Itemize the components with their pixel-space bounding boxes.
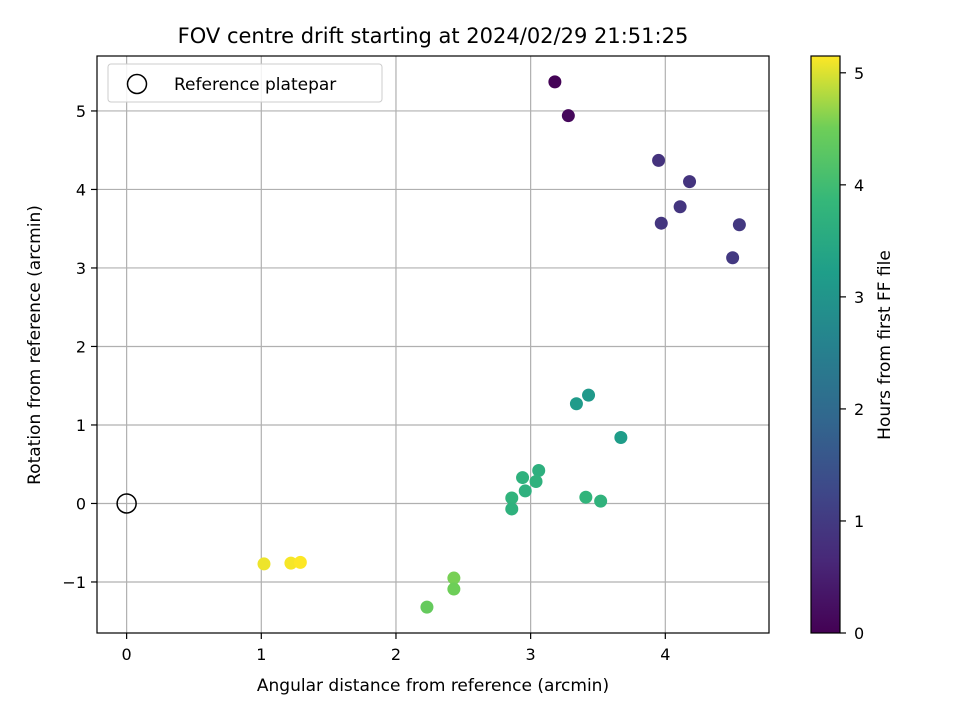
data-point xyxy=(532,463,546,477)
data-point xyxy=(654,216,668,230)
legend-entry-label: Reference platepar xyxy=(174,75,336,95)
data-point xyxy=(516,471,530,485)
reference-platepar-marker xyxy=(116,493,137,514)
data-point xyxy=(518,484,532,498)
colorbar-tick-label: 1 xyxy=(854,512,864,531)
y-axis-label: Rotation from reference (arcmin) xyxy=(25,205,45,485)
data-point xyxy=(732,218,746,232)
data-point xyxy=(293,555,307,569)
legend-marker-icon xyxy=(126,73,148,95)
y-tick-label: 0 xyxy=(76,494,86,513)
data-point xyxy=(420,600,434,614)
colorbar-tick-label: 4 xyxy=(854,176,864,195)
colorbar-tick-label: 2 xyxy=(854,400,864,419)
data-point xyxy=(529,474,543,488)
data-point xyxy=(569,397,583,411)
y-tick-label: −1 xyxy=(62,573,86,592)
data-point xyxy=(673,200,687,214)
x-axis-label: Angular distance from reference (arcmin) xyxy=(257,676,609,696)
plot-frame xyxy=(96,55,770,634)
colorbar-tick-label: 0 xyxy=(854,624,864,643)
x-tick-label: 4 xyxy=(660,645,670,664)
colorbar-label: Hours from first FF file xyxy=(875,250,895,440)
data-point xyxy=(614,431,628,445)
data-point xyxy=(652,153,666,167)
colorbar-frame xyxy=(810,55,841,634)
y-tick-label: 1 xyxy=(76,416,86,435)
legend-box xyxy=(107,63,383,103)
y-tick-label: 4 xyxy=(76,180,86,199)
x-tick-label: 2 xyxy=(391,645,401,664)
data-point xyxy=(548,75,562,89)
data-point xyxy=(579,490,593,504)
legend: Reference platepar xyxy=(107,63,383,103)
x-axis-ticks: 0 1 2 3 4 xyxy=(122,633,670,664)
x-tick-label: 3 xyxy=(526,645,536,664)
data-point xyxy=(257,557,271,571)
y-tick-label: 2 xyxy=(76,337,86,356)
data-point xyxy=(447,582,461,596)
y-axis-ticks: −1 0 1 2 3 4 5 xyxy=(62,102,97,592)
colorbar-gradient xyxy=(811,56,840,633)
data-points xyxy=(257,75,746,614)
y-tick-label: 5 xyxy=(76,102,86,121)
data-point xyxy=(582,388,596,402)
colorbar-ticks: 0 1 2 3 4 5 xyxy=(840,64,864,643)
data-point xyxy=(594,494,608,508)
data-point xyxy=(284,556,298,570)
data-point xyxy=(726,251,740,265)
colorbar-tick-label: 3 xyxy=(854,288,864,307)
colorbar-tick-label: 5 xyxy=(854,64,864,83)
grid-lines xyxy=(97,56,769,633)
chart-title: FOV centre drift starting at 2024/02/29 … xyxy=(178,24,689,48)
x-tick-label: 1 xyxy=(256,645,266,664)
colorbar: 0 1 2 3 4 5 Hours from first FF file xyxy=(810,55,895,643)
data-point xyxy=(505,491,519,505)
data-point xyxy=(561,109,575,123)
x-tick-label: 0 xyxy=(122,645,132,664)
y-tick-label: 3 xyxy=(76,259,86,278)
data-point xyxy=(505,502,519,516)
data-point xyxy=(683,175,697,189)
data-point xyxy=(447,571,461,585)
